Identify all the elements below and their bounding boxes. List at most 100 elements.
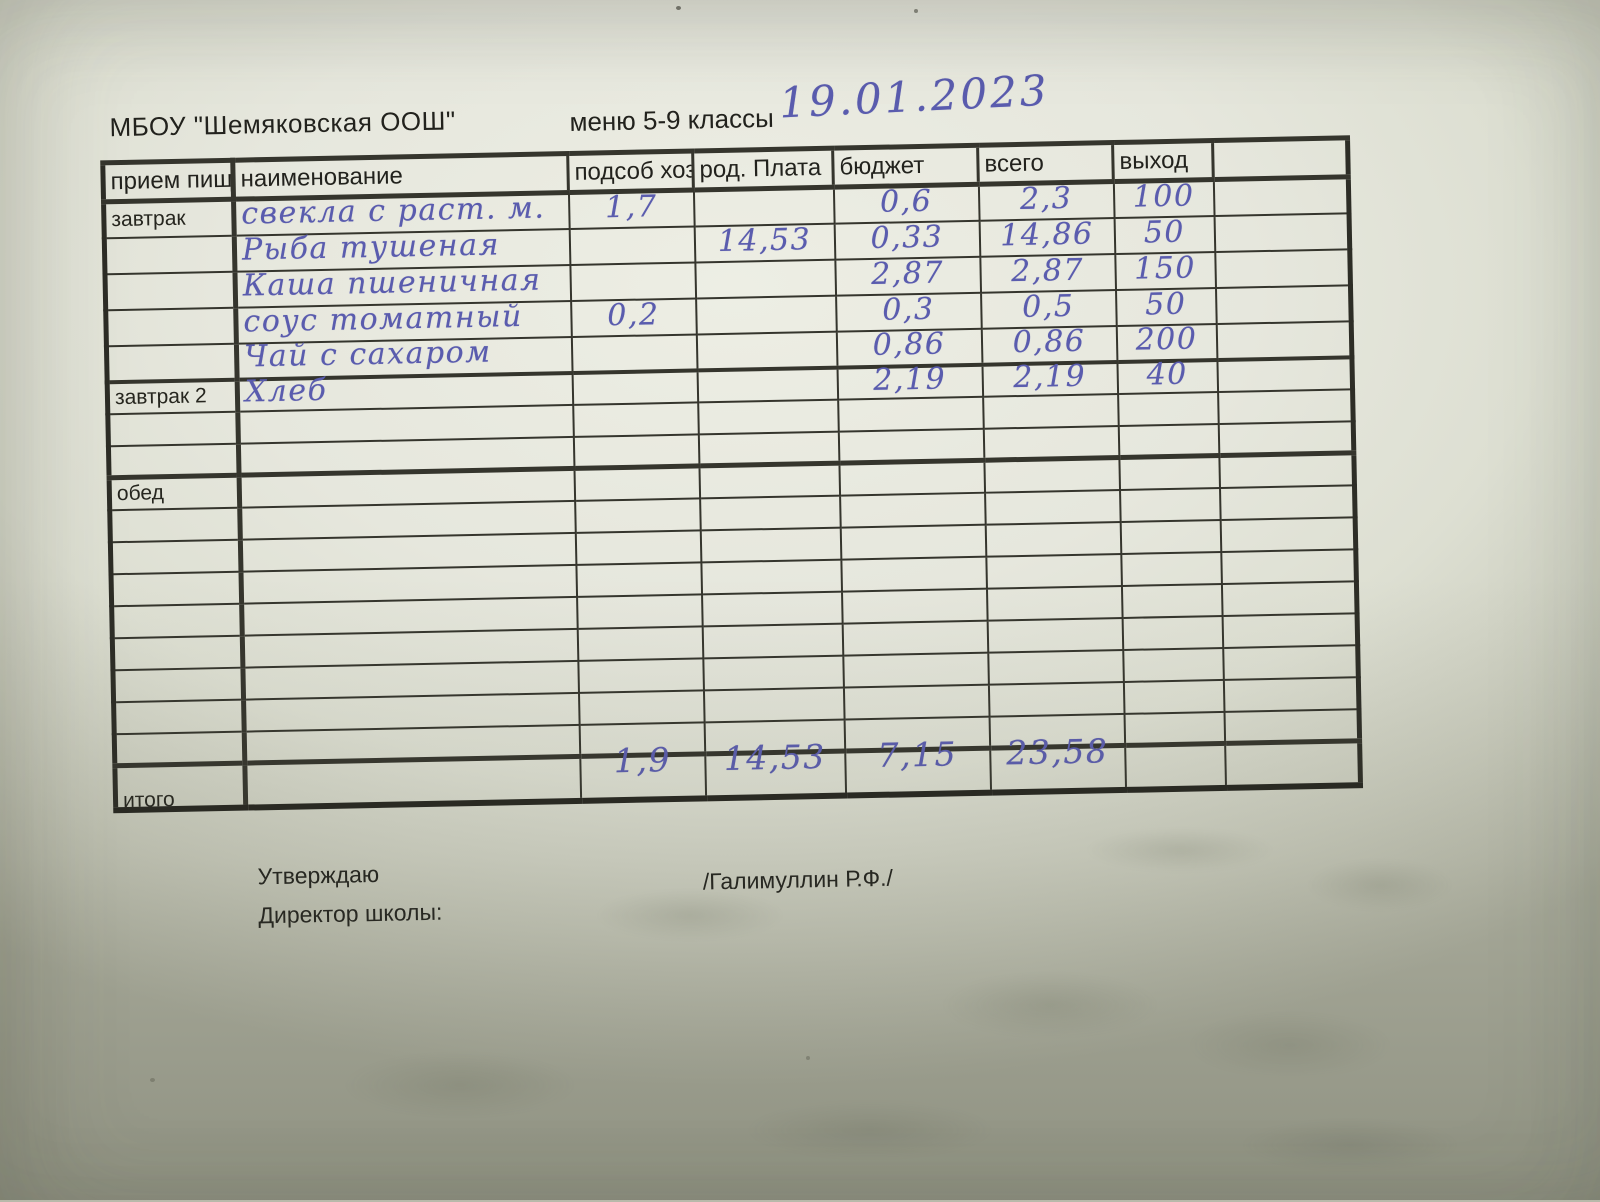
budget-cell: 2,87: [834, 254, 981, 296]
meal-label-cell: [107, 411, 239, 446]
handwritten-total: 14,53: [723, 736, 827, 778]
handwritten-value: 2,19: [873, 361, 947, 398]
rodplata-cell: [703, 687, 845, 722]
vsego-cell: [983, 425, 1119, 461]
meal-label-cell: [113, 699, 245, 734]
handwritten-dish: Каша пшеничная: [242, 262, 542, 304]
rodplata-cell: [700, 559, 842, 594]
podsob-cell: [569, 261, 696, 301]
budget-cell: [840, 556, 987, 592]
budget-cell: 0,6: [833, 184, 980, 224]
rodplata-cell: [700, 527, 841, 562]
empty-cell: [1219, 484, 1356, 520]
handwritten-value: 50: [1144, 286, 1187, 322]
col-header-empty: [1212, 137, 1349, 180]
meal-label-cell: завтрак: [103, 199, 235, 238]
meal-label-cell: [112, 667, 244, 702]
rodplata-cell: 14,53: [694, 222, 835, 262]
podsob-cell: [577, 657, 704, 693]
vyhod-cell: [1118, 423, 1219, 458]
empty-cell: [1224, 740, 1361, 788]
school-name: МБОУ "Шемяковская ООШ": [109, 105, 456, 143]
handwritten-total: 7,15: [877, 733, 958, 775]
meal-label-cell: [110, 539, 241, 574]
vyhod-cell: [1120, 551, 1222, 586]
rodplata-cell: [694, 259, 836, 298]
vsego-cell: [985, 521, 1121, 557]
podsob-cell: 1,7: [568, 189, 695, 229]
handwritten-value: 0,2: [606, 296, 660, 333]
meal-label-cell: [111, 571, 242, 606]
vsego-cell: [986, 585, 1123, 621]
empty-cell: [1221, 580, 1358, 616]
rodplata-cell: [697, 399, 839, 434]
meal-label-cell: обед: [109, 475, 240, 510]
dust-speck: [150, 1078, 155, 1082]
podsob-cell: [571, 333, 698, 373]
handwritten-value: 2,87: [1010, 252, 1085, 289]
handwritten-value: 2,87: [870, 254, 945, 292]
podsob-cell: [572, 369, 698, 405]
menu-table: прием пищ наименование подсоб хоз род. П…: [100, 135, 1364, 813]
section-label: обед: [116, 481, 165, 506]
podsob-cell: [574, 497, 701, 533]
handwritten-value: 150: [1133, 249, 1197, 287]
empty-cell: [1220, 548, 1357, 584]
podsob-cell: [573, 465, 700, 501]
rodplata-cell: [702, 655, 844, 690]
empty-cell: [1222, 612, 1358, 648]
vsego-cell: [984, 489, 1121, 525]
vyhod-cell: 50: [1114, 214, 1215, 254]
budget-cell: [838, 460, 985, 496]
handwritten-date: 19.01.2023: [778, 65, 1051, 128]
vsego-cell: [988, 681, 1125, 717]
empty-cell: [1218, 420, 1354, 456]
handwritten-value: 1,7: [604, 189, 658, 226]
handwritten-value: 40: [1146, 356, 1189, 393]
budget-cell: 0,33: [834, 219, 980, 260]
director-signature: /Галимуллин Р.Ф./: [702, 864, 894, 895]
totals-label-cell: итого: [114, 763, 246, 812]
vsego-cell: 2,87: [979, 252, 1116, 293]
podsob-cell: [573, 433, 699, 469]
empty-cell: [1217, 388, 1354, 424]
handwritten-dish: Хлеб: [244, 372, 328, 410]
handwritten-value: 14,86: [999, 215, 1094, 253]
podsob-cell: 0,2: [570, 296, 697, 337]
rodplata-cell: [697, 367, 838, 402]
handwritten-dish: Рыба тушеная: [241, 226, 501, 268]
vyhod-cell: 100: [1113, 179, 1215, 218]
meal-label-cell: [106, 343, 238, 382]
dust-speck: [806, 1056, 810, 1060]
totals-podsob-cell: 1,9: [579, 740, 706, 801]
empty-cell: [1215, 284, 1352, 324]
vyhod-cell: [1121, 583, 1223, 618]
meal-label-cell: [104, 235, 235, 274]
meal-label-cell: [111, 603, 243, 638]
vyhod-cell: [1119, 487, 1221, 522]
vsego-cell: 0,5: [980, 288, 1117, 329]
vyhod-cell: [1117, 391, 1219, 426]
empty-cell: [1222, 644, 1359, 680]
vyhod-cell: [1118, 455, 1220, 490]
rodplata-cell: [698, 463, 840, 498]
podsob-cell: [577, 625, 703, 661]
vsego-cell: [987, 617, 1123, 653]
vsego-cell: [983, 457, 1120, 493]
meal-label-cell: [105, 307, 237, 346]
handwritten-total: 23,58: [1005, 730, 1109, 772]
podsob-cell: [578, 689, 705, 725]
rodplata-cell: [701, 591, 843, 626]
menu-title: меню 5-9 классы: [569, 102, 775, 137]
budget-cell: [841, 588, 988, 624]
totals-rodplata-cell: 14,53: [704, 736, 846, 798]
budget-cell: [838, 428, 984, 464]
vsego-cell: [982, 393, 1119, 429]
vyhod-cell: [1122, 615, 1223, 650]
handwritten-dish: соус томатный: [243, 298, 524, 340]
vyhod-cell: [1120, 519, 1221, 554]
vyhod-cell: 200: [1116, 321, 1217, 362]
totals-label: итого: [122, 787, 175, 812]
vyhod-cell: 40: [1116, 356, 1218, 394]
